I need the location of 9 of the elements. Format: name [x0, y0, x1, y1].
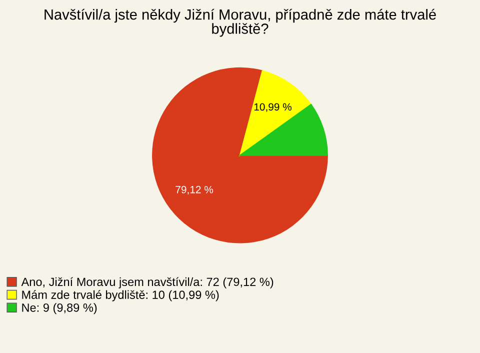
legend-label: Mám zde trvalé bydliště: 10 (10,99 %)	[22, 290, 219, 302]
pie-slice	[152, 67, 328, 244]
data-label: 10,99 %	[254, 103, 292, 112]
legend-label: Ano, Jižní Moravu jsem navštívil/a: 72 (79,12 %)	[21, 277, 274, 288]
legend-label: Ne: 9 (9,89 %)	[22, 303, 97, 314]
data-label: 79,12 %	[176, 186, 214, 195]
pie-slice	[239, 70, 312, 156]
chart-title: Navštívil/a jste někdy Jižní Moravu, případně zde máte trvalé bydliště?	[44, 8, 436, 37]
pie-slice	[239, 104, 328, 156]
